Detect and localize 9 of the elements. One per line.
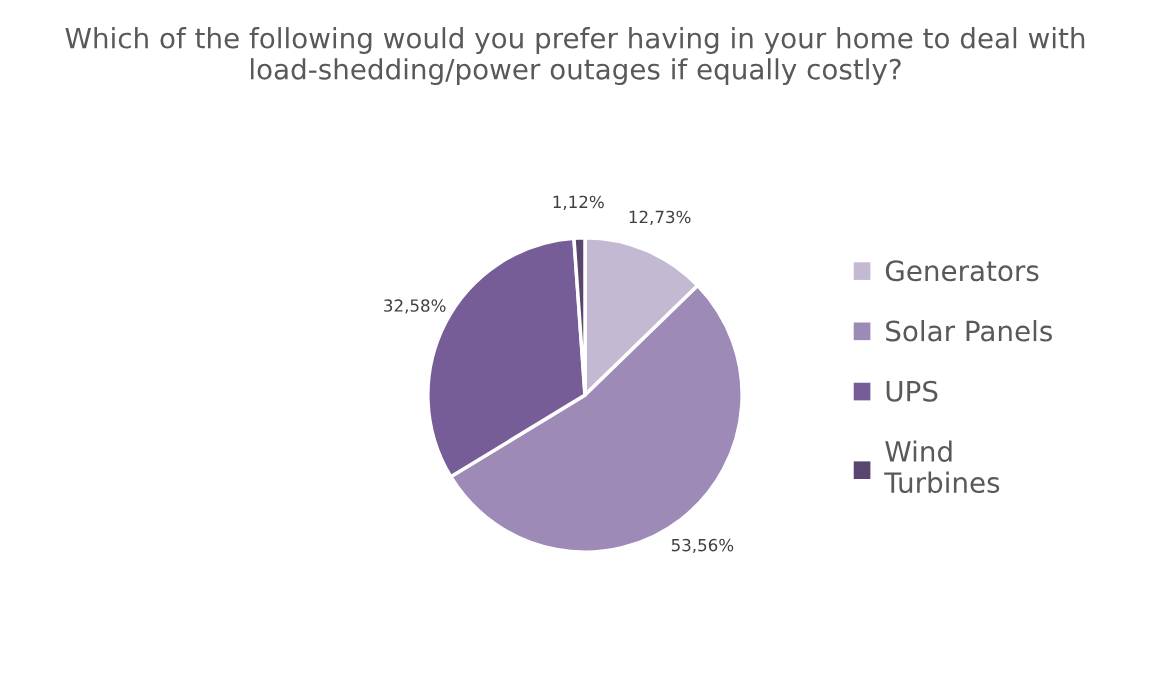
data-label: 53,56% xyxy=(671,538,734,554)
legend-label: Solar Panels xyxy=(886,320,1052,342)
data-label: 1,12% xyxy=(553,195,604,210)
chart-title: Which of the following would you prefer having in your home to deal with load-shedding/power outages if equally costly? xyxy=(65,27,1085,86)
data-label: 12,73% xyxy=(629,210,691,225)
data-label: 32,58% xyxy=(384,299,446,314)
legend-label: UPS xyxy=(886,380,938,402)
legend-label: Wind Turbines xyxy=(884,440,1000,494)
legend-label: Generators xyxy=(885,260,1039,282)
